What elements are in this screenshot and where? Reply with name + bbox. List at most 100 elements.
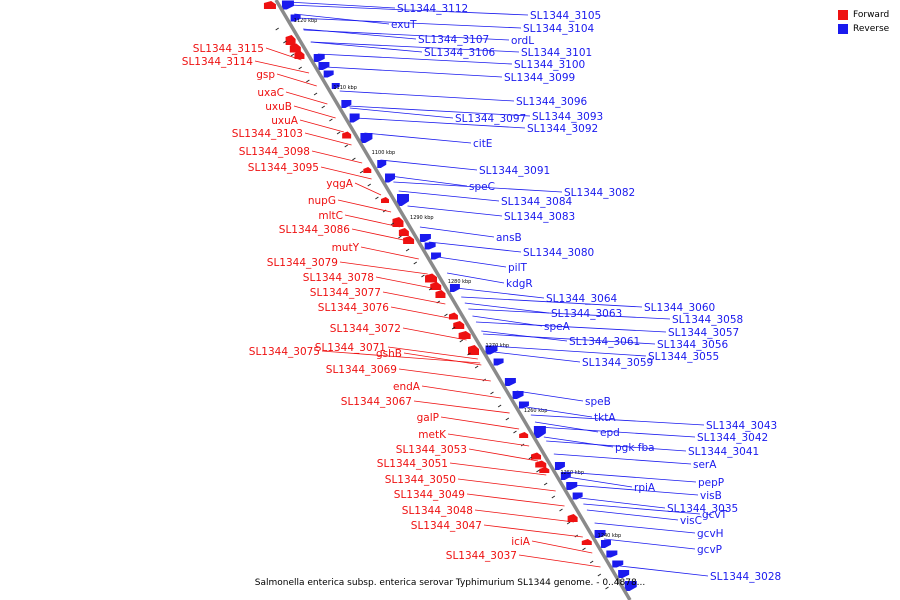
reverse-gene-label: serA bbox=[693, 459, 717, 471]
leader-line bbox=[437, 256, 507, 268]
reverse-gene-label: SL1344_3061 bbox=[569, 336, 640, 348]
forward-feature bbox=[363, 167, 372, 173]
leader-line bbox=[468, 308, 671, 320]
forward-gene-label: gshB bbox=[376, 348, 402, 360]
minor-feature-dash bbox=[451, 326, 456, 330]
reverse-gene-label: SL1344_3063 bbox=[551, 308, 622, 320]
leader-line bbox=[472, 315, 543, 327]
reverse-gene-label: SL1344_3043 bbox=[706, 420, 777, 432]
genome-axis bbox=[274, 0, 632, 600]
minor-feature-dash bbox=[513, 430, 517, 434]
minor-feature-dash bbox=[313, 92, 318, 96]
forward-gene-label: SL1344_3077 bbox=[310, 287, 381, 299]
reverse-gene-label: SL1344_3106 bbox=[424, 47, 496, 59]
leader-line bbox=[344, 214, 401, 228]
minor-feature-dash bbox=[605, 586, 609, 590]
leader-line bbox=[354, 182, 382, 196]
forward-gene-label: SL1344_3079 bbox=[267, 257, 338, 269]
forward-gene-label: SL1344_3075 bbox=[249, 346, 320, 358]
leader-line bbox=[466, 493, 565, 507]
reverse-gene-label: visC bbox=[680, 515, 702, 527]
leader-line bbox=[285, 91, 328, 105]
leader-line bbox=[619, 565, 709, 577]
reverse-gene-label: epd bbox=[600, 427, 620, 439]
leader-line bbox=[349, 107, 454, 119]
leader-line bbox=[583, 503, 701, 515]
leader-line bbox=[355, 117, 526, 129]
leader-line bbox=[303, 29, 510, 41]
leader-line bbox=[364, 132, 472, 144]
forward-feature bbox=[531, 452, 542, 460]
reverse-gene-label: SL1344_3100 bbox=[514, 59, 585, 71]
minor-feature-dash bbox=[582, 547, 586, 551]
forward-feature bbox=[403, 236, 415, 244]
leader-line bbox=[287, 1, 396, 9]
leader-line bbox=[475, 321, 667, 333]
forward-gene-label: SL1344_3069 bbox=[326, 364, 397, 376]
forward-gene-label: SL1344_3050 bbox=[385, 474, 456, 486]
axis-tick-label: 1280 kbp bbox=[448, 279, 472, 285]
reverse-feature bbox=[318, 62, 330, 70]
minor-feature-dash bbox=[490, 391, 494, 395]
legend-label-reverse: Reverse bbox=[853, 24, 890, 34]
minor-feature-dash bbox=[474, 365, 479, 369]
minor-feature-dash bbox=[321, 105, 325, 109]
leader-line bbox=[546, 440, 687, 452]
leader-line bbox=[407, 205, 503, 217]
leader-line bbox=[402, 327, 467, 341]
leader-line bbox=[351, 228, 409, 242]
reverse-gene-label: SL1344_3092 bbox=[527, 123, 598, 135]
forward-feature bbox=[294, 51, 305, 59]
reverse-gene-label: gcvT bbox=[702, 509, 728, 521]
leader-line bbox=[421, 385, 501, 399]
forward-feature bbox=[289, 43, 301, 53]
minor-feature-dash bbox=[298, 66, 302, 70]
axis-tick-label: 1260 kbp bbox=[524, 408, 548, 414]
reverse-gene-label: SL1344_3041 bbox=[688, 446, 759, 458]
forward-feature bbox=[392, 217, 404, 227]
forward-feature bbox=[285, 35, 296, 45]
forward-gene-label: SL1344_3072 bbox=[330, 323, 401, 335]
leader-line bbox=[403, 352, 482, 366]
leader-line bbox=[483, 524, 583, 538]
forward-gene-label: SL1344_3049 bbox=[394, 489, 465, 501]
leader-line bbox=[382, 291, 446, 305]
forward-feature bbox=[581, 539, 592, 545]
reverse-gene-label: SL1344_3056 bbox=[657, 339, 729, 351]
legend-item-forward: Forward bbox=[838, 8, 889, 22]
reverse-gene-label: pepP bbox=[698, 477, 724, 489]
minor-feature-dash bbox=[290, 53, 295, 57]
reverse-gene-label: SL1344_3112 bbox=[397, 3, 468, 15]
leader-line bbox=[310, 41, 423, 53]
reverse-gene-label: SL1344_3099 bbox=[504, 72, 575, 84]
leader-line bbox=[389, 175, 468, 187]
forward-gene-label: SL1344_3098 bbox=[239, 146, 310, 158]
leader-line bbox=[474, 509, 575, 523]
forward-feature bbox=[468, 345, 479, 355]
leader-line bbox=[516, 390, 584, 402]
reverse-feature bbox=[341, 100, 352, 108]
leader-line bbox=[564, 471, 697, 483]
minor-feature-dash bbox=[367, 183, 372, 187]
forward-gene-label: SL1344_3037 bbox=[446, 550, 517, 562]
forward-gene-label: endA bbox=[393, 381, 421, 393]
gene-labels: SL1344_3115SL1344_3114gspuxaCuxuBuxuASL1… bbox=[182, 3, 781, 583]
forward-feature bbox=[539, 467, 550, 473]
reverse-feature bbox=[323, 70, 334, 78]
axis-tick-label: 1120 kbp bbox=[294, 18, 318, 24]
reverse-feature bbox=[431, 252, 442, 260]
reverse-gene-label: SL1344_3057 bbox=[668, 327, 739, 339]
reverse-feature bbox=[349, 113, 360, 123]
forward-gene-label: SL1344_3071 bbox=[315, 342, 386, 354]
reverse-gene-label: speA bbox=[544, 321, 571, 333]
leader-line bbox=[294, 13, 390, 25]
reverse-gene-label: SL1344_3058 bbox=[672, 314, 743, 326]
forward-gene-label: SL1344_3051 bbox=[377, 458, 448, 470]
leader-line bbox=[380, 159, 478, 171]
reverse-gene-label: tktA bbox=[594, 412, 616, 424]
reverse-feature bbox=[281, 0, 294, 10]
leader-line bbox=[603, 538, 696, 550]
forward-feature bbox=[519, 432, 529, 438]
leader-line bbox=[398, 190, 500, 202]
leader-line bbox=[455, 287, 545, 299]
